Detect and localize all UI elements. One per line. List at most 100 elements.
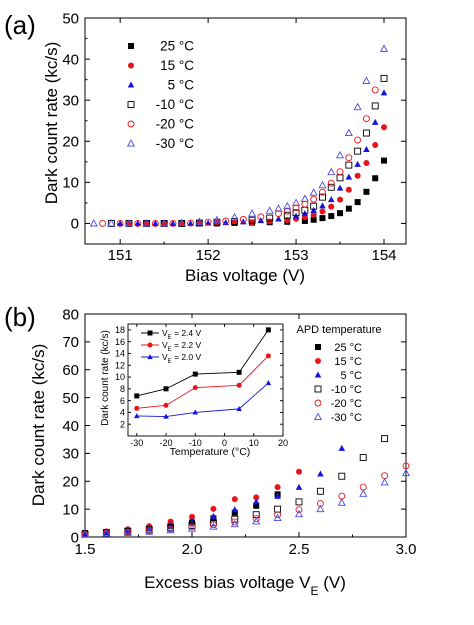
panel-a-x-axis-label: Bias voltage (V): [185, 266, 305, 285]
panel-b-y-tick-label: 0: [71, 529, 79, 546]
panel-a-series-20-c-point: [257, 213, 265, 221]
panel-b-series-5-c-point: [295, 483, 303, 490]
panel-b-y-tick-label: 50: [62, 390, 79, 407]
panel-a-x-tick-label: 151: [108, 247, 133, 264]
panel-a-series-20-c-point: [319, 188, 326, 196]
panel-a-series-30-c-point: [362, 76, 371, 84]
panel-a-series-5-c-point: [240, 218, 247, 225]
panel-a-series-5-c-point: [152, 220, 159, 227]
panel-a-series-25-c-point: [319, 215, 326, 222]
panel-b-series-15-c-point: [189, 513, 195, 520]
panel-b-series-20-c-point: [359, 483, 367, 491]
panel-a-series-30-c-point: [353, 102, 362, 111]
panel-b-legend-entry-marker: [314, 371, 322, 378]
panel-b-series-30-c-point: [145, 527, 154, 535]
panel-b-legend-entry-label: -10 °C: [331, 384, 362, 396]
panel-a-series-5-c-point: [336, 184, 344, 191]
panel-a-series-25-c-point: [372, 175, 379, 182]
panel-b-series-5-c-point: [317, 470, 324, 477]
panel-b-series-30-c-point: [230, 519, 239, 528]
inset-series-ve-2-4-v-point: [163, 386, 169, 392]
panel-a-series-20-c: [99, 86, 379, 227]
panel-a-series-15-c-point: [354, 172, 361, 179]
panel-b-series-30-c-point: [102, 529, 111, 537]
panel-a-y-tick-label: 30: [62, 92, 79, 109]
inset-x-tick-label: -20: [160, 438, 173, 448]
inset-series-ve-2-4-v-point: [265, 327, 271, 333]
panel-b-legend-entry-label: 25 °C: [334, 342, 362, 354]
inset-series-ve-2-4-v: [134, 327, 271, 399]
panel-a-series-20-c-point: [301, 200, 309, 208]
inset-y-axis-label: Dark count rate (kc/s): [100, 330, 111, 426]
panel-b-series-15-c: [82, 468, 302, 537]
panel-a-x-tick-label: 152: [196, 247, 221, 264]
panel-a-series-20-c-point: [134, 220, 142, 227]
panel-a-series-20-c-point: [345, 154, 353, 162]
panel-a-series-10-c-point: [371, 102, 379, 110]
panel-b-x-axis-label: Excess bias voltage VE (V): [144, 573, 346, 598]
panel-a-y-tick-label: 20: [62, 134, 79, 151]
panel-b-inset: Dark count rate (kc/s) Temperature (°C) …: [90, 318, 290, 463]
panel-a-series-25-c-point: [328, 213, 335, 220]
panel-a-series-10-c: [107, 74, 388, 227]
panel-b-legend-entry-marker: [315, 358, 321, 364]
panel-a-series-5-c-point: [275, 215, 282, 222]
panel-b-x-axis-label-unit: (V): [318, 573, 345, 592]
panel-a-series-25-c-point: [381, 157, 388, 164]
panel-b-series-15-c-point: [253, 494, 260, 501]
panel-a-series-30-c: [89, 44, 389, 227]
panel-b-x-axis-label-sub: E: [310, 584, 318, 598]
panel-a-series-30-c-point: [344, 128, 353, 137]
inset-series-ve-2-0-v: [134, 380, 272, 419]
panel-a-series-30-c-point: [177, 218, 186, 227]
inset-y-tick-label: 8: [120, 384, 125, 394]
panel-a-series-20-c-point: [327, 179, 335, 187]
inset-legend-entry-marker: [147, 330, 153, 336]
panel-a-series-30-c-point: [107, 219, 116, 227]
panel-b-series-20-c-point: [381, 472, 389, 480]
panel-a-series-10-c-point: [327, 183, 335, 191]
panel-b-y-tick-label: 10: [62, 501, 79, 518]
panel-a-legend-entry-label: -10 °C: [156, 97, 195, 112]
panel-b-series-5-c-point: [231, 506, 239, 513]
panel-a-series-25-c-point: [310, 216, 317, 223]
panel-a-series-5-c-point: [319, 202, 326, 209]
panel-b-series-25-c: [82, 491, 281, 537]
panel-a-series-15-c-point: [345, 186, 352, 193]
inset-y-tick-label: 4: [120, 408, 125, 418]
panel-a-series-5-c-point: [354, 160, 361, 167]
panel-a-series-10-c-point: [231, 217, 238, 225]
panel-a-series-15-c: [125, 124, 388, 227]
panel-a-x-tick-label: 153: [284, 247, 309, 264]
panel-b-series-15-c-point: [231, 496, 238, 503]
panel-b-series-20-c-point: [295, 506, 303, 514]
panel-b-legend-entry-marker: [314, 399, 322, 407]
inset-series-ve-2-4-v-point: [192, 371, 198, 377]
panel-a-series-5-c: [116, 89, 388, 227]
inset-legend-entry-label: VE = 2.2 V: [162, 340, 202, 353]
panel-b-series-10-c-point: [274, 505, 282, 513]
panel-b-series-15-c-point: [296, 468, 302, 475]
panel-a-series-10-c-point: [283, 211, 291, 219]
panel-b-y-tick-label: 80: [62, 306, 79, 323]
inset-x-tick-label: -10: [189, 438, 202, 448]
panel-a-series-20-c-point: [204, 218, 212, 226]
inset-series-ve-2-0-v-point: [163, 413, 169, 419]
panel-a-series-30-c-point: [318, 180, 327, 189]
panel-a-series-20-c-point: [151, 220, 159, 227]
inset-y-tick-label: 2: [120, 419, 125, 429]
inset-x-tick-label: -30: [130, 438, 143, 448]
inset-series-ve-2-2-v: [134, 353, 271, 411]
panel-b-series-20-c: [81, 462, 410, 538]
panel-b-x-axis-label-main: Excess bias voltage V: [144, 573, 311, 592]
panel-a-legend-entry-label: 5 °C: [168, 78, 195, 93]
inset-series-ve-2-0-v-point: [236, 406, 242, 412]
inset-x-axis-label: Temperature (°C): [170, 446, 251, 458]
panel-a-series-30-c-point: [230, 212, 239, 221]
panel-b-series-20-c-point: [209, 521, 217, 529]
panel-a-plot-area: 151 152 153 154 0 10 20 30 40 50 25 °C 15 °C 5 °C -10…: [62, 10, 407, 264]
panel-a-legend-entry-marker: [126, 139, 136, 147]
panel-a-series-20-c-point: [275, 210, 282, 218]
panel-a-series-10-c-point: [354, 147, 362, 155]
